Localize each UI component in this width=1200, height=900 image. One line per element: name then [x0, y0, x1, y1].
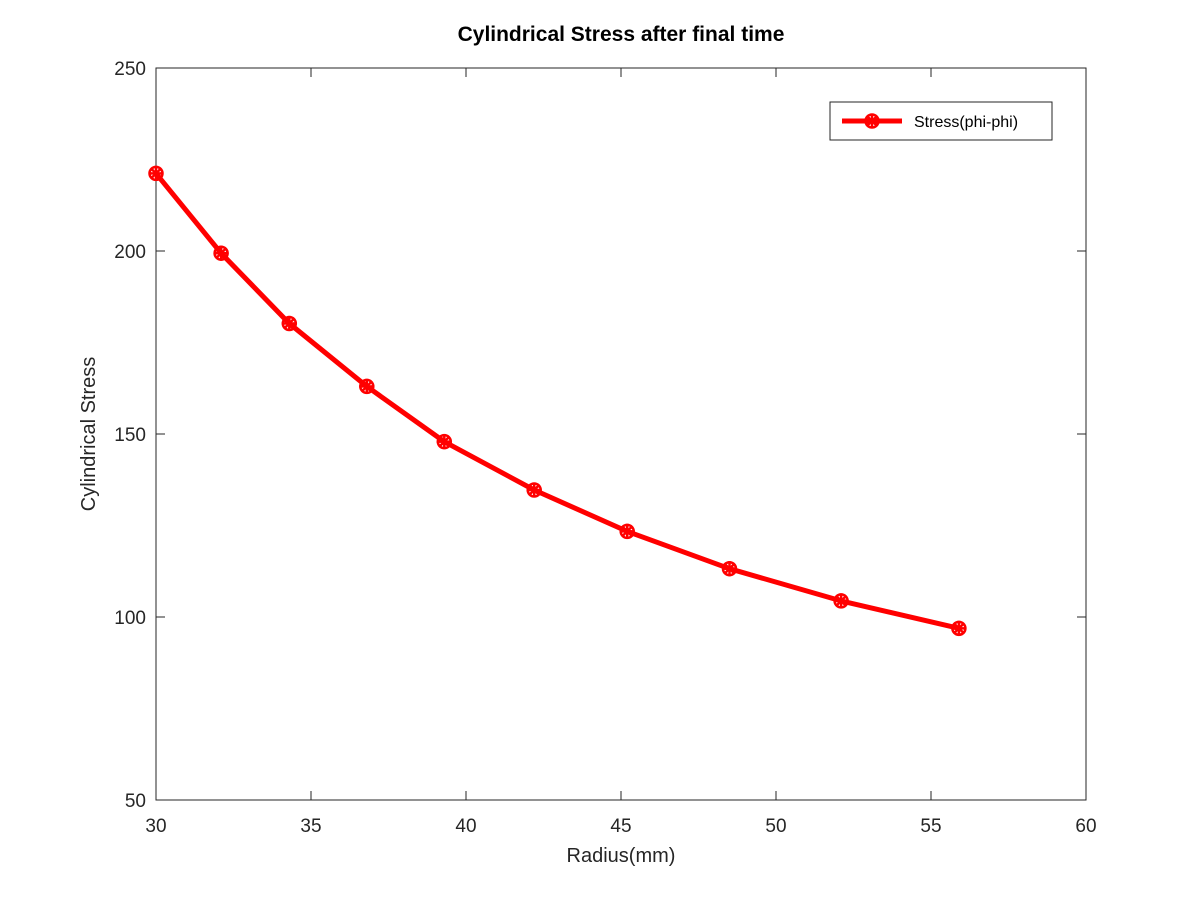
axis-ticks — [155, 67, 1087, 801]
plot-area — [155, 67, 1087, 801]
legend-label: Stress(phi-phi) — [914, 114, 1018, 131]
data-point — [721, 560, 738, 577]
data-point — [359, 378, 375, 395]
x-tick-label: 45 — [610, 816, 631, 837]
y-tick-label: 100 — [114, 608, 146, 629]
x-tick-label: 60 — [1075, 816, 1096, 837]
series-line — [153, 170, 962, 631]
data-point — [281, 315, 298, 332]
x-tick-label: 35 — [300, 816, 321, 837]
y-tick-label: 50 — [125, 791, 146, 812]
y-tick-label: 200 — [114, 242, 146, 263]
data-point — [619, 523, 635, 540]
y-tick-label: 150 — [114, 425, 146, 446]
data-point — [833, 593, 849, 609]
data-point — [526, 482, 542, 498]
data-point — [436, 433, 453, 450]
legend-box — [829, 101, 1053, 141]
x-tick-label: 50 — [765, 816, 786, 837]
y-tick-label: 250 — [114, 59, 146, 80]
x-tick-label: 40 — [455, 816, 476, 837]
legend: Stress(phi-phi) — [829, 101, 1053, 141]
data-point — [951, 620, 967, 637]
x-tick-label: 55 — [920, 816, 941, 837]
data-point — [148, 165, 164, 182]
y-axis-label: Cylindrical Stress — [78, 357, 100, 511]
tick-labels: 30 35 40 45 50 55 60 50 100 150 200 250 — [114, 59, 1096, 837]
x-axis-label: Radius(mm) — [567, 845, 676, 867]
legend-marker-symbol — [864, 113, 880, 129]
series-layer — [148, 165, 967, 637]
legend-marker — [864, 113, 880, 129]
data-point — [213, 245, 229, 261]
x-tick-label: 30 — [145, 816, 166, 837]
chart-title: Cylindrical Stress after final time — [458, 23, 785, 46]
